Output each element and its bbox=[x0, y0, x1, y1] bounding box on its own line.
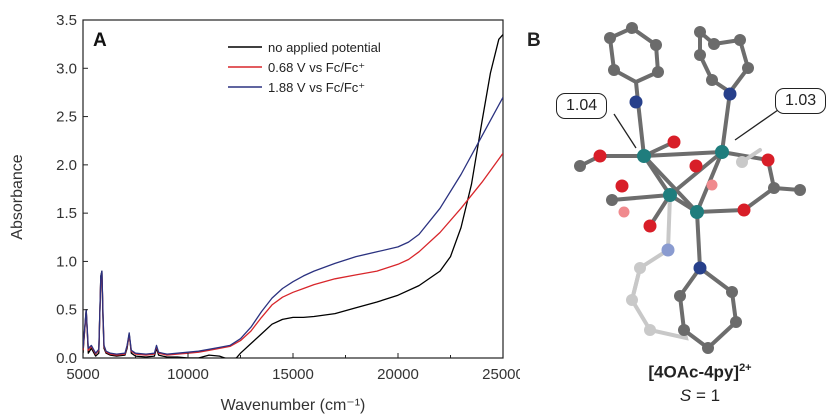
y-tick-label: 3.0 bbox=[56, 60, 77, 77]
x-axis-label: Wavenumber (cm⁻¹) bbox=[221, 397, 366, 414]
y-axis-label: Absorbance bbox=[9, 154, 26, 239]
molecular-structure bbox=[574, 22, 806, 354]
series-line-3 bbox=[83, 96, 503, 355]
callout-left-leader bbox=[613, 113, 637, 149]
axes-layer: 5000 10000 15000 20000 25000 0.0 0.5 1.0 1.5 2.0 2… bbox=[56, 12, 520, 383]
legend-label-2: 0.68 V vs Fc/Fc⁺ bbox=[268, 60, 365, 75]
series-layer bbox=[83, 34, 503, 358]
series-line-2 bbox=[83, 152, 503, 356]
complex-formula: [4OAc-4py] bbox=[648, 362, 740, 382]
absorbance-chart: 5000 10000 15000 20000 25000 0.0 0.5 1.0 1.5 2.0 2… bbox=[9, 12, 520, 414]
spin-value: = 1 bbox=[691, 386, 721, 405]
complex-charge: 2+ bbox=[739, 362, 752, 374]
x-tick-label: 25000 bbox=[482, 366, 520, 383]
back-bond-lines bbox=[629, 148, 762, 341]
oxygen-atoms bbox=[593, 135, 775, 233]
nitrogen-atoms bbox=[629, 87, 737, 275]
carbon-atoms bbox=[574, 22, 806, 354]
faded-carbon-atoms bbox=[626, 156, 748, 336]
bond-length-callout-left: 1.04 bbox=[556, 93, 608, 119]
x-tick-label: 20000 bbox=[377, 366, 419, 383]
panel-a-letter: A bbox=[93, 30, 107, 51]
spin-state: S = 1 bbox=[600, 386, 800, 406]
y-tick-label: 2.0 bbox=[56, 157, 77, 174]
y-tick-label: 0.5 bbox=[56, 302, 77, 319]
legend: no applied potential 0.68 V vs Fc/Fc⁺ 1.88… bbox=[228, 40, 381, 95]
y-tick-label: 0.0 bbox=[56, 350, 77, 367]
panel-b-letter: B bbox=[527, 30, 541, 51]
y-tick-label: 2.5 bbox=[56, 109, 77, 126]
y-tick-label: 1.0 bbox=[56, 253, 77, 270]
legend-label-1: no applied potential bbox=[268, 40, 381, 55]
x-tick-label: 15000 bbox=[272, 366, 314, 383]
bond-length-callout-right: 1.03 bbox=[775, 88, 827, 114]
spin-symbol: S bbox=[679, 386, 692, 405]
x-tick-label: 10000 bbox=[167, 366, 209, 383]
x-tick-label: 5000 bbox=[66, 366, 99, 383]
legend-label-3: 1.88 V vs Fc/Fc⁺ bbox=[268, 80, 365, 95]
y-tick-label: 1.5 bbox=[56, 205, 77, 222]
metal-atoms bbox=[637, 145, 729, 219]
bond-lines bbox=[578, 25, 802, 351]
y-tick-label: 3.5 bbox=[56, 12, 77, 29]
complex-name: [4OAc-4py]2+ bbox=[600, 362, 800, 383]
callout-right-leader bbox=[734, 109, 779, 141]
